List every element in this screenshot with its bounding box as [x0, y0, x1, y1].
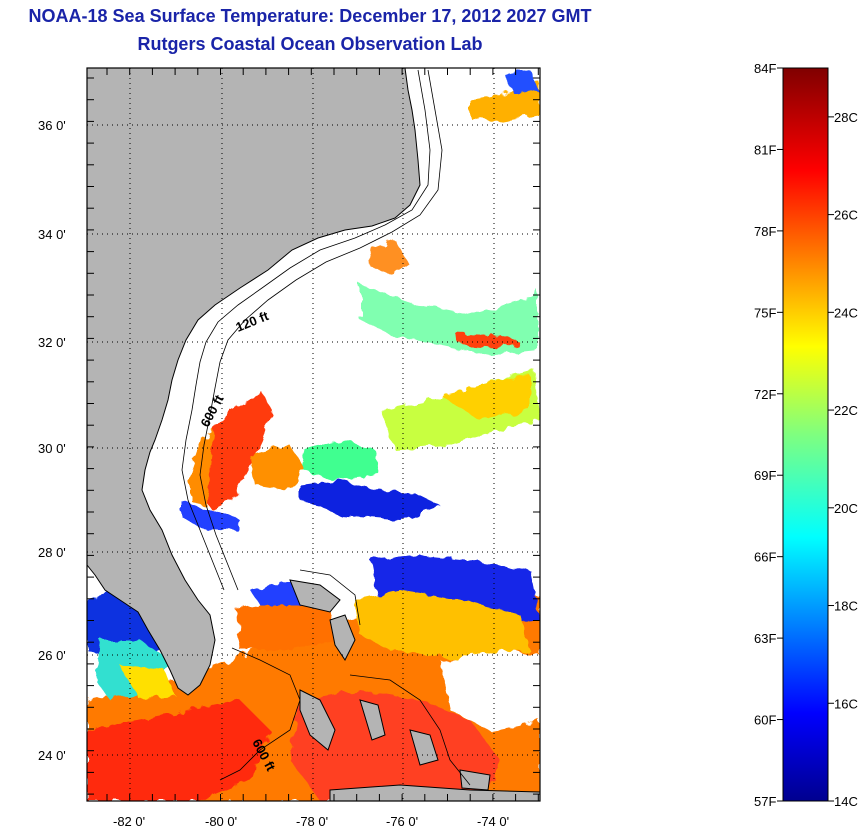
- lon-axis-labels: -82 0' -80 0' -78 0' -76 0' -74 0': [113, 814, 509, 829]
- lon-tick-label: -82 0': [113, 814, 145, 829]
- colorbar-fahrenheit-label: 78F: [754, 224, 776, 239]
- lon-tick-label: -74 0': [477, 814, 509, 829]
- lon-tick-label: -78 0': [296, 814, 328, 829]
- lat-axis-labels: 36 0' 34 0' 32 0' 30 0' 28 0' 26 0' 24 0…: [38, 118, 66, 763]
- island: [359, 699, 386, 741]
- sst-patch: [120, 665, 175, 700]
- island: [409, 729, 439, 766]
- graticule: [87, 68, 540, 801]
- colorbar-celsius-label: 14C: [834, 794, 858, 809]
- colorbar-celsius-label: 24C: [834, 305, 858, 320]
- sst-patch: [440, 650, 540, 730]
- isobath-contours: [181, 69, 471, 786]
- sst-patch: [355, 590, 530, 660]
- colorbar-celsius-label: 16C: [834, 696, 858, 711]
- sst-patch: [190, 430, 215, 505]
- island: [299, 689, 336, 751]
- sst-patch: [180, 500, 240, 530]
- lat-tick-label: 36 0': [38, 118, 66, 133]
- lat-tick-label: 26 0': [38, 648, 66, 663]
- lat-tick-label: 28 0': [38, 545, 66, 560]
- sst-patch: [505, 70, 538, 95]
- lat-tick-label: 24 0': [38, 748, 66, 763]
- colorbar-fahrenheit-label: 84F: [754, 61, 776, 76]
- colorbar-celsius-label: 20C: [834, 501, 858, 516]
- lon-tick-label: -80 0': [205, 814, 237, 829]
- colorbar-celsius-label: 18C: [834, 599, 858, 614]
- sst-patch: [370, 240, 410, 275]
- sst-patch: [300, 440, 380, 480]
- sst-patch: [440, 375, 530, 420]
- frame-ticks: [87, 68, 540, 801]
- sst-patch: [300, 480, 440, 520]
- land-mass: [87, 68, 421, 696]
- island: [329, 614, 356, 661]
- sst-patch: [87, 700, 270, 801]
- lon-tick-label: -76 0': [386, 814, 418, 829]
- page-subtitle: Rutgers Coastal Ocean Observation Lab: [137, 34, 483, 54]
- colorbar: 84F 81F 78F 75F 72F 69F 66F 63F 60F 57F 28C 26C 24C…: [754, 61, 858, 809]
- colorbar-fahrenheit-label: 72F: [754, 387, 776, 402]
- lat-tick-label: 34 0': [38, 227, 66, 242]
- colorbar-fahrenheit-label: 60F: [754, 713, 776, 728]
- colorbar-celsius-label: 28C: [834, 110, 858, 125]
- colorbar-gradient: [782, 67, 829, 802]
- colorbar-fahrenheit-label: 57F: [754, 794, 776, 809]
- island: [329, 784, 540, 801]
- colorbar-fahrenheit-label: 81F: [754, 142, 776, 157]
- colorbar-fahrenheit-label: 63F: [754, 631, 776, 646]
- island: [459, 769, 491, 791]
- sst-patch: [250, 445, 305, 490]
- island: [289, 579, 341, 613]
- page-title: NOAA-18 Sea Surface Temperature: Decembe…: [28, 6, 592, 26]
- colorbar-fahrenheit-label: 69F: [754, 468, 776, 483]
- sst-patch: [455, 333, 520, 348]
- sst-patch: [230, 600, 340, 650]
- colorbar-celsius-label: 26C: [834, 208, 858, 223]
- colorbar-celsius-label: 22C: [834, 403, 858, 418]
- lat-tick-label: 30 0': [38, 441, 66, 456]
- colorbar-fahrenheit-label: 66F: [754, 550, 776, 565]
- lat-tick-label: 32 0': [38, 335, 66, 350]
- sst-patch: [200, 392, 272, 510]
- sst-patch: [290, 690, 500, 801]
- colorbar-fahrenheit-label: 75F: [754, 305, 776, 320]
